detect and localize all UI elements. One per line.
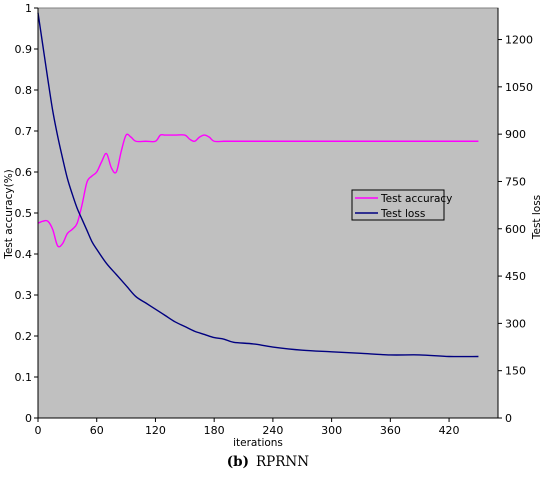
legend-box bbox=[351, 189, 445, 221]
x-tick-label: 420 bbox=[439, 424, 460, 437]
legend-label-test-loss: Test loss bbox=[380, 208, 425, 220]
y-tick-label: 1 bbox=[25, 2, 32, 15]
y-tick-label: 0.4 bbox=[15, 248, 33, 261]
caption-label: (b) bbox=[227, 454, 249, 470]
x-tick-label: 60 bbox=[90, 424, 104, 437]
y-tick-label: 0.6 bbox=[15, 166, 33, 179]
x-tick-label: 360 bbox=[380, 424, 401, 437]
legend-label-test-accuracy: Test accuracy bbox=[380, 193, 452, 205]
y2-tick-label: 0 bbox=[505, 412, 512, 425]
y2-tick-label: 1200 bbox=[505, 34, 533, 47]
y-tick-label: 0.9 bbox=[15, 43, 33, 56]
series-line-test-accuracy bbox=[37, 133, 479, 248]
y-tick-label: 0.5 bbox=[15, 207, 33, 220]
x-tick-label: 240 bbox=[262, 424, 283, 437]
y-tick-label: 0.1 bbox=[15, 371, 33, 384]
figure-caption: (b) RPRNN bbox=[227, 454, 309, 470]
legend: Test accuracy Test loss bbox=[351, 189, 452, 221]
y-axis-right-ticks: 0 150 300 450 600 750 900 1050 1200 bbox=[498, 34, 533, 425]
y2-tick-label: 1050 bbox=[505, 81, 533, 94]
y2-tick-label: 450 bbox=[505, 270, 526, 283]
x-tick-label: 180 bbox=[204, 424, 225, 437]
caption-text: RPRNN bbox=[256, 454, 309, 470]
y-tick-label: 0.8 bbox=[15, 84, 33, 97]
y2-tick-label: 150 bbox=[505, 365, 526, 378]
y2-tick-label: 900 bbox=[505, 128, 526, 141]
y2-tick-label: 300 bbox=[505, 317, 526, 330]
x-axis-title: iterations bbox=[233, 437, 283, 449]
series-layer bbox=[37, 12, 479, 358]
x-tick-label: 0 bbox=[35, 424, 42, 437]
y-tick-label: 0.2 bbox=[15, 330, 33, 343]
y-axis-left-ticks: 0 0.1 0.2 0.3 0.4 0.5 0.6 0.7 0.8 0.9 1 bbox=[15, 2, 38, 425]
y-tick-label: 0.7 bbox=[15, 125, 33, 138]
x-tick-label: 120 bbox=[145, 424, 166, 437]
series-line-test-loss bbox=[37, 12, 479, 358]
y-axis-right-title: Test loss bbox=[531, 195, 543, 240]
y2-tick-label: 750 bbox=[505, 175, 526, 188]
x-tick-label: 300 bbox=[321, 424, 342, 437]
y-tick-label: 0.3 bbox=[15, 289, 33, 302]
x-axis-ticks: 0 60 120 180 240 300 360 420 bbox=[35, 418, 460, 437]
y-axis-left-title: Test accuracy(%) bbox=[3, 169, 15, 260]
y2-tick-label: 600 bbox=[505, 223, 526, 236]
y-tick-label: 0 bbox=[25, 412, 32, 425]
